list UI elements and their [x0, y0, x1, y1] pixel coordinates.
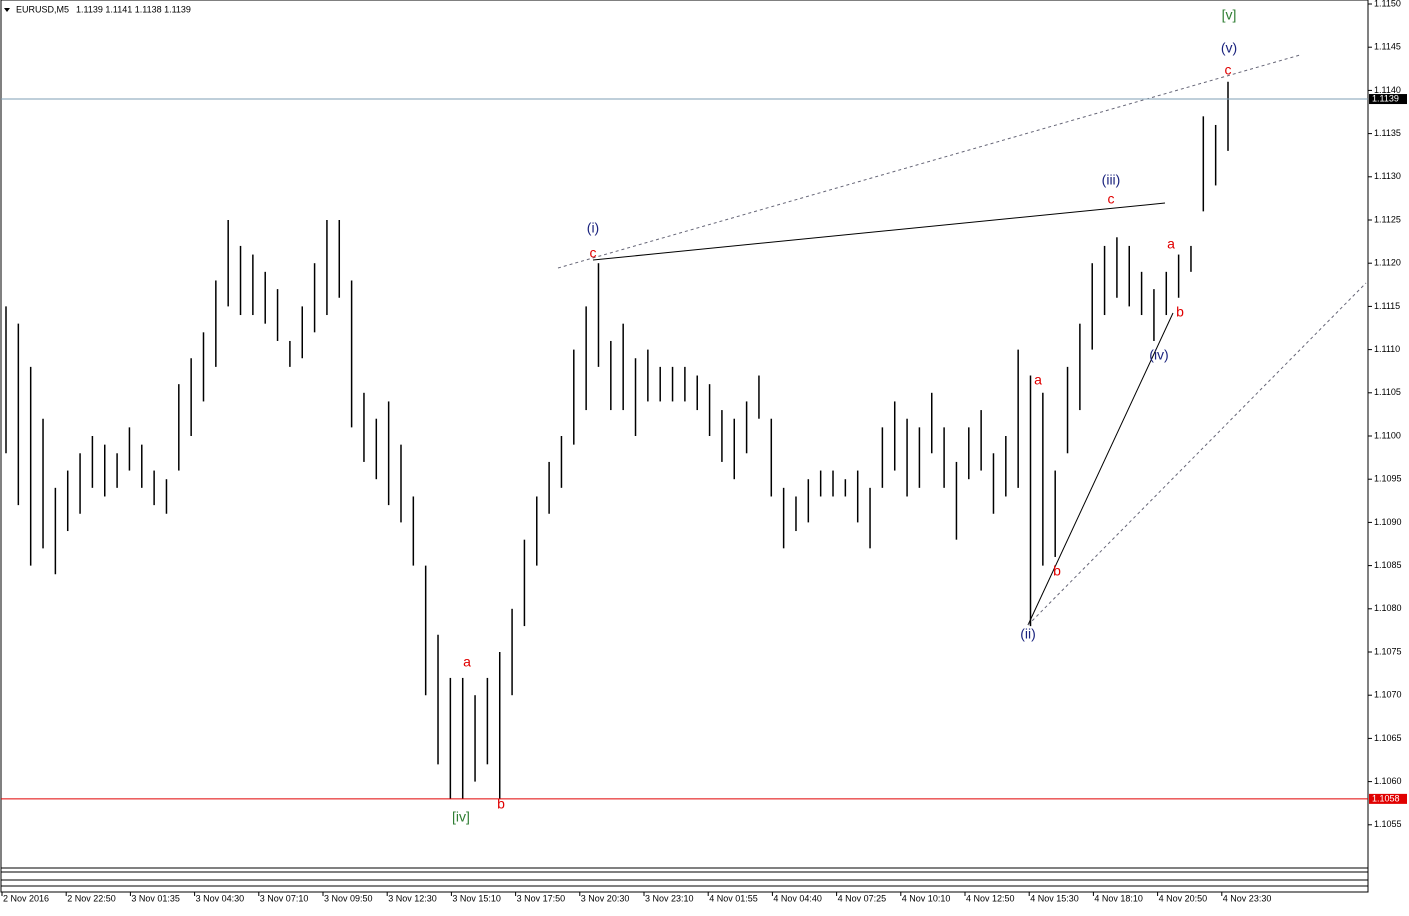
y-tick-label: 1.1105 [1374, 387, 1401, 397]
wave-label: a [1167, 236, 1175, 252]
x-tick-label: 4 Nov 23:30 [1223, 893, 1272, 903]
y-tick-label: 1.1130 [1374, 171, 1401, 181]
wave-label: (ii) [1020, 626, 1036, 642]
trend-channel [1027, 282, 1367, 626]
price-label: 1.1139 [1372, 93, 1399, 103]
y-tick-label: 1.1150 [1374, 0, 1401, 8]
x-tick-label: 4 Nov 20:50 [1159, 893, 1208, 903]
price-label-bg [1369, 94, 1407, 105]
x-tick-label: 4 Nov 15:30 [1030, 893, 1079, 903]
wave-label: b [497, 796, 505, 812]
symbol: EURUSD,M5 [16, 4, 69, 14]
wave-label: (v) [1221, 40, 1237, 56]
x-tick-label: 3 Nov 07:10 [260, 893, 309, 903]
y-tick-label: 1.1095 [1374, 474, 1402, 484]
x-tick-label: 3 Nov 04:30 [196, 893, 245, 903]
x-tick-label: 4 Nov 10:10 [902, 893, 951, 903]
y-tick-label: 1.1140 [1374, 85, 1401, 95]
wave-label: b [1053, 563, 1061, 579]
y-tick-label: 1.1060 [1374, 776, 1402, 786]
wave-label: (iv) [1149, 347, 1168, 363]
y-tick-label: 1.1145 [1374, 42, 1401, 52]
x-tick-label: 4 Nov 18:10 [1094, 893, 1143, 903]
y-tick-label: 1.1085 [1374, 560, 1402, 570]
y-tick-label: 1.1110 [1374, 344, 1400, 354]
wave-label: [v] [1222, 7, 1237, 23]
y-tick-label: 1.1100 [1374, 430, 1401, 440]
y-tick-label: 1.1120 [1374, 258, 1401, 268]
y-tick-label: 1.1090 [1374, 517, 1402, 527]
x-tick-label: 2 Nov 22:50 [67, 893, 116, 903]
wave-label: b [1176, 304, 1184, 320]
x-tick-label: 3 Nov 15:10 [452, 893, 501, 903]
y-tick-label: 1.1070 [1374, 690, 1402, 700]
trend-line [592, 202, 1166, 261]
price-label: 1.1058 [1372, 793, 1400, 803]
x-tick-label: 3 Nov 20:30 [581, 893, 630, 903]
wave-label: c [1225, 62, 1232, 78]
x-tick-label: 4 Nov 07:25 [838, 893, 887, 903]
x-tick-label: 3 Nov 09:50 [324, 893, 373, 903]
wave-label: a [1034, 372, 1042, 388]
price-label-bg [1369, 793, 1407, 804]
wave-label: c [1108, 191, 1115, 207]
y-tick-label: 1.1080 [1374, 603, 1402, 613]
trend-line [1027, 312, 1174, 626]
y-tick-label: 1.1065 [1374, 733, 1402, 743]
x-tick-label: 4 Nov 01:55 [709, 893, 758, 903]
x-tick-label: 3 Nov 12:30 [388, 893, 437, 903]
frame [0, 0, 1369, 893]
x-tick-label: 4 Nov 04:40 [773, 893, 822, 903]
x-tick-label: 4 Nov 12:50 [966, 893, 1015, 903]
x-tick-label: 3 Nov 17:50 [517, 893, 566, 903]
quote: 1.1139 1.1141 1.1138 1.1139 [76, 4, 191, 14]
x-tick-label: 2 Nov 2016 [3, 893, 49, 903]
y-tick-label: 1.1135 [1374, 128, 1401, 138]
trend-channel [557, 54, 1301, 269]
wave-label: a [463, 654, 471, 670]
y-tick-label: 1.1055 [1374, 819, 1402, 829]
menu-triangle [4, 8, 10, 12]
y-tick-label: 1.1115 [1374, 301, 1400, 311]
wave-label: c [590, 245, 597, 261]
y-tick-label: 1.1075 [1374, 646, 1402, 656]
x-tick-label: 3 Nov 01:35 [131, 893, 180, 903]
y-tick-label: 1.1125 [1374, 214, 1401, 224]
x-tick-label: 3 Nov 23:10 [645, 893, 694, 903]
wave-label: (iii) [1102, 172, 1121, 188]
wave-label: [iv] [452, 809, 470, 825]
wave-label: (i) [587, 220, 599, 236]
